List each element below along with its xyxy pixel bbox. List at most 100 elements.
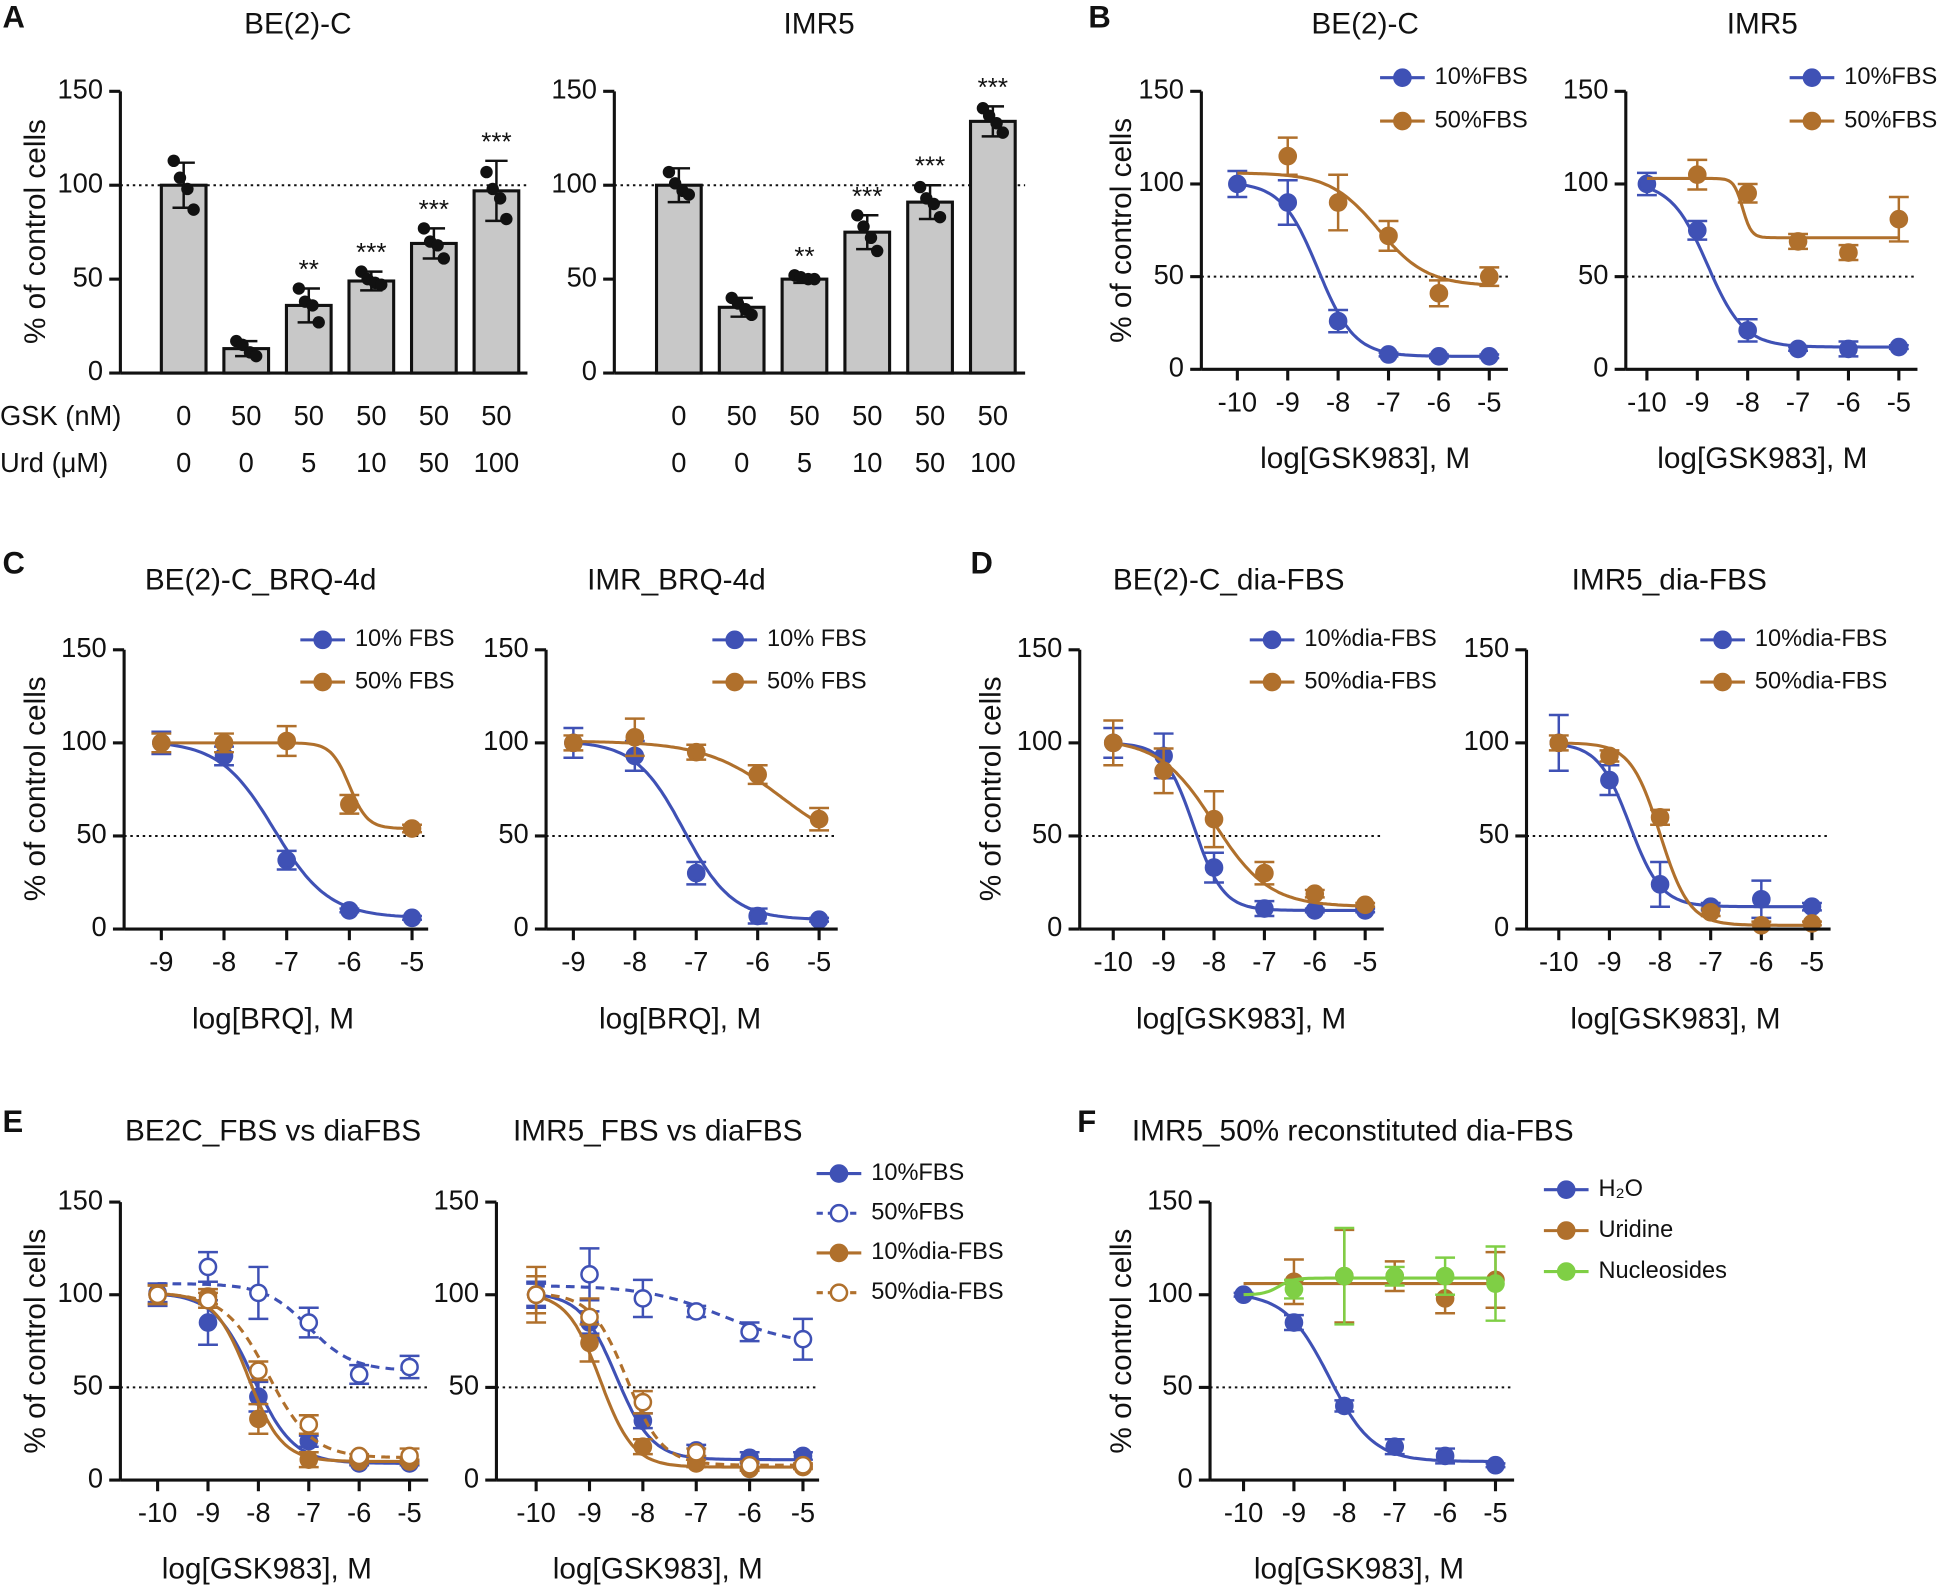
- y-tick-label: 150: [57, 1184, 103, 1215]
- legend-label: 10%FBS: [1435, 63, 1528, 89]
- y-tick-label: 0: [514, 911, 529, 942]
- x-tick-label: -9: [1151, 946, 1175, 977]
- data-point: [933, 210, 947, 224]
- x-axis-label: log[GSK983], M: [1260, 442, 1470, 475]
- data-point: [1738, 321, 1757, 340]
- x-tick-label: -9: [1685, 386, 1709, 417]
- data-point: [167, 154, 180, 168]
- x-axis-label: log[GSK983], M: [1136, 1003, 1346, 1036]
- y-tick-label: 100: [1017, 725, 1063, 756]
- legend-marker: [1556, 1262, 1576, 1281]
- legend-marker: [313, 630, 332, 650]
- y-axis-label: % of control cells: [19, 1229, 52, 1454]
- chart-title: IMR_BRQ-4d: [587, 563, 766, 596]
- x-tick-label: -7: [275, 946, 299, 977]
- x-tick-label: -5: [1800, 946, 1824, 977]
- data-point: [633, 1289, 653, 1308]
- data-point: [349, 1365, 369, 1384]
- data-point: [526, 1285, 546, 1305]
- legend-label: 50%FBS: [1435, 106, 1528, 132]
- data-point: [1154, 761, 1173, 781]
- data-point: [198, 1257, 218, 1277]
- legend-label: 50%FBS: [1844, 106, 1937, 132]
- x-tick-label: -6: [1427, 386, 1451, 417]
- y-tick-label: 150: [1563, 74, 1609, 105]
- x-tick-label: -7: [1786, 386, 1810, 417]
- x-tick-label: 50: [419, 447, 449, 478]
- fit-curve: [1646, 176, 1899, 240]
- legend-label: 10% FBS: [767, 625, 867, 651]
- fit-curve: [536, 1292, 803, 1467]
- data-point: [152, 733, 171, 753]
- data-point: [375, 278, 388, 291]
- data-point: [1284, 1313, 1304, 1332]
- data-point: [1429, 284, 1449, 303]
- data-point: [437, 252, 451, 265]
- x-tick-label: 100: [970, 447, 1016, 478]
- x-tick-label: 0: [671, 447, 686, 478]
- legend-label: Nucleosides: [1599, 1257, 1727, 1283]
- data-point: [1379, 226, 1398, 246]
- x-tick-label: 50: [789, 400, 819, 431]
- data-point: [662, 165, 676, 179]
- data-point: [1788, 232, 1808, 251]
- legend-label: 50% FBS: [767, 667, 867, 693]
- x-tick-label: -7: [1376, 386, 1400, 417]
- data-point: [1328, 311, 1348, 331]
- legend-marker: [1393, 111, 1412, 131]
- legend-marker: [829, 1164, 849, 1183]
- y-tick-label: 150: [1017, 632, 1063, 663]
- y-tick-label: 0: [1593, 352, 1608, 383]
- chart-title: BE(2)-C: [244, 7, 352, 40]
- data-point: [857, 220, 870, 233]
- y-tick-label: 50: [76, 818, 106, 849]
- y-tick-label: 50: [73, 261, 103, 292]
- data-point: [1255, 863, 1274, 883]
- fit-curve: [1237, 182, 1490, 358]
- data-point: [1788, 339, 1808, 359]
- x-tick-label: -9: [577, 1497, 601, 1528]
- fit-curve: [157, 1292, 410, 1465]
- data-point: [1335, 1396, 1354, 1416]
- legend-label: H₂O: [1599, 1175, 1644, 1201]
- x-axis-label: log[GSK983], M: [553, 1553, 763, 1586]
- y-tick-label: 50: [73, 1370, 103, 1401]
- bar: [409, 241, 458, 375]
- fit-curve: [1243, 1276, 1496, 1297]
- data-point: [686, 863, 706, 883]
- x-tick-label: -9: [1282, 1497, 1306, 1528]
- y-tick-label: 50: [1578, 259, 1608, 290]
- data-point: [809, 809, 829, 829]
- y-tick-label: 0: [1494, 911, 1509, 942]
- fit-curve: [1558, 741, 1812, 927]
- significance: ***: [481, 126, 511, 156]
- y-tick-label: 0: [1169, 352, 1184, 383]
- y-tick-label: 0: [464, 1462, 479, 1493]
- significance: ***: [915, 151, 945, 181]
- data-point: [1204, 809, 1224, 829]
- legend-marker: [1713, 630, 1732, 650]
- y-axis-label: % of control cells: [19, 119, 52, 344]
- x-tick-label: -10: [1627, 386, 1666, 417]
- x-tick-label: 50: [294, 400, 324, 431]
- x-tick-label: 5: [301, 447, 316, 478]
- fit-curve: [1558, 743, 1812, 909]
- data-point: [493, 192, 507, 205]
- data-point: [173, 171, 187, 184]
- data-point: [1549, 733, 1569, 753]
- y-tick-label: 150: [434, 1184, 480, 1215]
- fit-curve: [1237, 171, 1490, 287]
- x-tick-label: -6: [337, 946, 361, 977]
- y-tick-label: 150: [61, 632, 107, 663]
- chart-title: BE2C_FBS vs diaFBS: [125, 1114, 421, 1147]
- y-tick-label: 150: [483, 632, 529, 663]
- x-tick-label: -10: [1539, 946, 1578, 977]
- data-point: [1687, 165, 1707, 185]
- x-tick-label: -10: [1218, 386, 1257, 417]
- x-tick-label: 50: [852, 400, 882, 431]
- y-tick-label: 50: [567, 261, 597, 292]
- data-point: [580, 1307, 599, 1327]
- panel-label: B: [1088, 0, 1110, 35]
- data-point: [1255, 899, 1274, 918]
- data-point: [187, 203, 200, 216]
